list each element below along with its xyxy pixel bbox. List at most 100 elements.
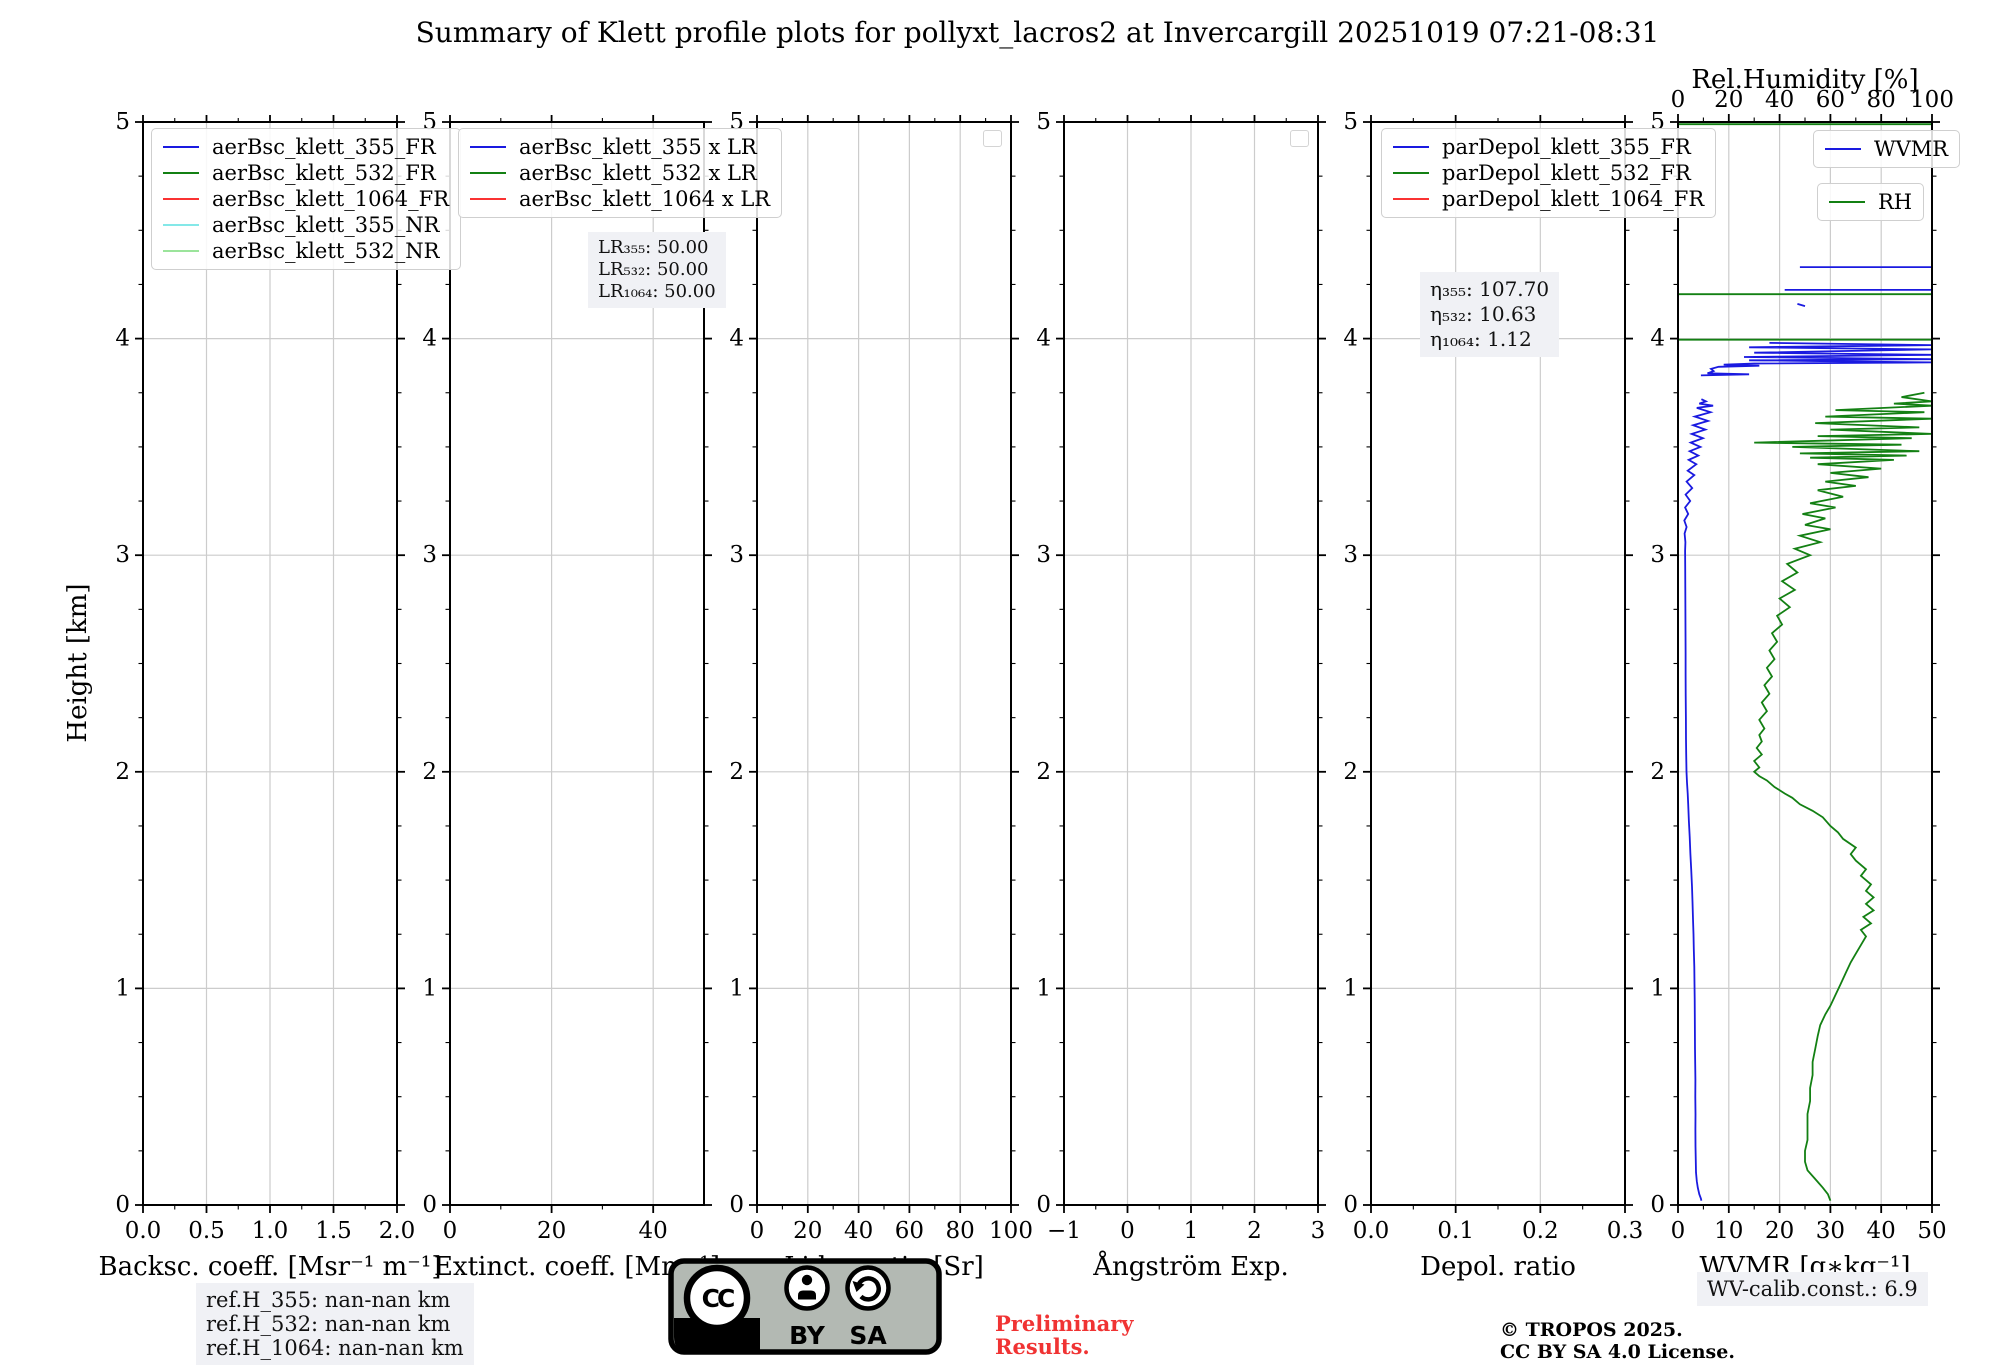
top-tick-label: 20 — [1714, 87, 1743, 113]
legend-item: aerBsc_klett_532_FR — [163, 160, 449, 186]
x-tick-label: 1.5 — [315, 1218, 352, 1244]
legend-line-sample — [163, 198, 199, 200]
top-tick-label: 80 — [1867, 87, 1896, 113]
y-tick-label: 1 — [1343, 975, 1358, 1001]
legend-line-sample — [1393, 198, 1429, 200]
legend-label: aerBsc_klett_1064_FR — [212, 187, 450, 211]
y-tick-label: 4 — [422, 326, 437, 352]
legend-item: aerBsc_klett_1064_FR — [163, 186, 449, 212]
x-tick-label: 60 — [895, 1218, 924, 1244]
y-tick-label: 4 — [115, 326, 130, 352]
legend-line-sample — [163, 250, 199, 252]
legend-line-sample — [163, 172, 199, 174]
y-tick-label: 0 — [1036, 1192, 1051, 1218]
x-tick-label: 0.0 — [125, 1218, 162, 1244]
reference-height-annotation: ref.H_355: nan-nan km ref.H_532: nan-nan … — [196, 1283, 474, 1365]
top-tick-label: 40 — [1765, 87, 1794, 113]
y-tick-label: 5 — [1343, 109, 1358, 135]
x-tick-label: 20 — [793, 1218, 822, 1244]
y-tick-label: 0 — [115, 1192, 130, 1218]
figure-title: Summary of Klett profile plots for polly… — [415, 16, 1660, 49]
legend-label: aerBsc_klett_532 x LR — [519, 161, 757, 185]
share-alike-arrow — [855, 1276, 881, 1302]
y-tick-label: 4 — [1036, 326, 1051, 352]
x-axis-label: Backsc. coeff. [Msr⁻¹ m⁻¹] — [99, 1252, 442, 1282]
x-tick-label: 40 — [844, 1218, 873, 1244]
x-axis-label: Depol. ratio — [1420, 1252, 1576, 1282]
rh-curve-segment — [1752, 391, 1933, 1202]
y-tick-label: 4 — [1650, 326, 1665, 352]
y-tick-label: 3 — [1650, 542, 1665, 568]
x-tick-label: 100 — [989, 1218, 1033, 1244]
share-alike-arrowhead — [852, 1281, 865, 1292]
y-tick-label: 4 — [729, 326, 744, 352]
annotation-line: CC BY SA 4.0 License. — [1500, 1341, 1735, 1363]
legend-line-sample — [1829, 201, 1865, 203]
legend-label: parDepol_klett_1064_FR — [1442, 187, 1705, 211]
y-tick-label: 2 — [1343, 759, 1358, 785]
panel-lidar-ratio: 020406080100012345Lidar ratio [Sr] — [729, 109, 1033, 1282]
x-tick-label: 0 — [750, 1218, 765, 1244]
x-tick-label: 2 — [1247, 1218, 1262, 1244]
x-tick-label: 2.0 — [379, 1218, 416, 1244]
legend-item: parDepol_klett_532_FR — [1393, 160, 1704, 186]
annotation-line: η₁₀₆₄: 1.12 — [1430, 327, 1532, 351]
legend-item: parDepol_klett_1064_FR — [1393, 186, 1704, 212]
legend-item: parDepol_klett_355_FR — [1393, 134, 1704, 160]
y-tick-label: 1 — [1650, 975, 1665, 1001]
person-head — [801, 1274, 813, 1286]
x-tick-label: 30 — [1816, 1218, 1845, 1244]
y-tick-label: 1 — [422, 975, 437, 1001]
attribution-person-icon — [784, 1265, 830, 1311]
y-tick-label: 2 — [115, 759, 130, 785]
y-tick-label: 2 — [1036, 759, 1051, 785]
x-tick-label: 40 — [1867, 1218, 1896, 1244]
legend-label: RH — [1878, 190, 1913, 214]
legend-label: aerBsc_klett_355_FR — [212, 135, 436, 159]
x-tick-label: 1 — [1184, 1218, 1199, 1244]
empty-legend-lidar-ratio — [983, 130, 1002, 147]
x-tick-label: 0.0 — [1353, 1218, 1390, 1244]
y-tick-label: 3 — [115, 542, 130, 568]
x-tick-label: 80 — [946, 1218, 975, 1244]
annotation-line: ref.H_355: nan-nan km — [206, 1288, 451, 1312]
y-tick-label: 2 — [1650, 759, 1665, 785]
legend-line-sample — [470, 198, 506, 200]
annotation-line: © TROPOS 2025. — [1500, 1319, 1683, 1341]
annotation-line: η₅₃₂: 10.63 — [1430, 302, 1537, 326]
legend-item: aerBsc_klett_355_FR — [163, 134, 449, 160]
y-tick-label: 4 — [1343, 326, 1358, 352]
cc-logo-icon — [683, 1264, 751, 1332]
x-tick-label: −1 — [1047, 1218, 1081, 1244]
share-alike-arrow-icon — [845, 1265, 891, 1311]
y-tick-label: 0 — [1343, 1192, 1358, 1218]
y-tick-label: 3 — [422, 542, 437, 568]
legend-wvmr-1: RH — [1817, 183, 1925, 221]
x-tick-label: 1.0 — [252, 1218, 289, 1244]
badge-corner-tab — [674, 1318, 760, 1352]
x-tick-label: 20 — [1765, 1218, 1794, 1244]
wv-calibration-annotation: WV-calib.const.: 6.9 — [1697, 1272, 1928, 1306]
y-tick-label: 3 — [1036, 542, 1051, 568]
y-tick-label: 5 — [115, 109, 130, 135]
legend-label: aerBsc_klett_1064 x LR — [519, 187, 771, 211]
top-axis-label: Rel.Humidity [%] — [1691, 65, 1918, 95]
y-tick-label: 2 — [729, 759, 744, 785]
legend-item: aerBsc_klett_1064 x LR — [470, 186, 770, 212]
preliminary-results-note: Preliminary Results. — [995, 1312, 1134, 1358]
legend-line-sample — [470, 146, 506, 148]
y-tick-label: 1 — [115, 975, 130, 1001]
top-tick-label: 100 — [1910, 87, 1954, 113]
x-tick-label: 0 — [1120, 1218, 1135, 1244]
x-axis-label: Ångström Exp. — [1092, 1250, 1289, 1282]
x-tick-label: 50 — [1917, 1218, 1946, 1244]
legend-item: aerBsc_klett_532_NR — [163, 238, 449, 264]
wvmr-curve-segment — [1700, 342, 1933, 377]
legend-line-sample — [1825, 148, 1861, 150]
wvmr-curve-segment — [1797, 303, 1806, 307]
badge-sa-label: SA — [849, 1321, 887, 1350]
legend-item: aerBsc_klett_355 x LR — [470, 134, 770, 160]
legend-item: aerBsc_klett_532 x LR — [470, 160, 770, 186]
